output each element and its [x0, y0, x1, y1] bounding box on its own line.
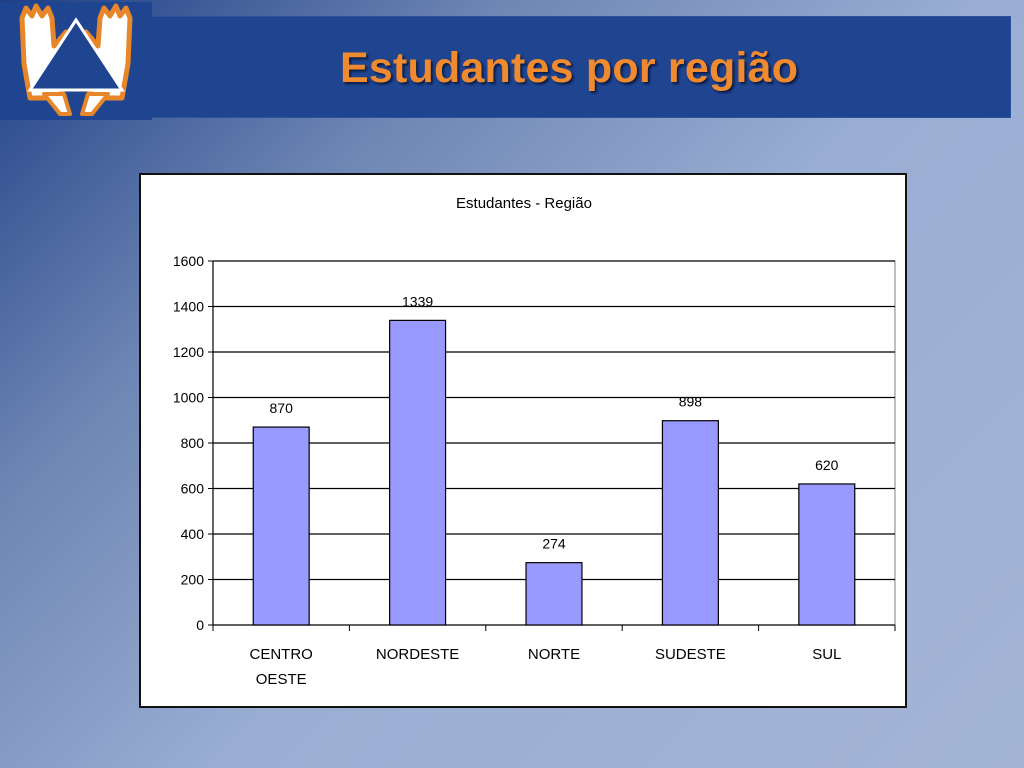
x-axis-labels: CENTRO OESTE NORDESTE NORTE SUDESTE SUL: [250, 646, 842, 688]
y-tick-label: 1000: [173, 390, 204, 406]
bar: [389, 319, 447, 626]
x-tick-label: SUDESTE: [655, 646, 726, 663]
data-label: 870: [270, 400, 294, 416]
x-tick-label: SUL: [812, 646, 841, 663]
y-tick-label: 800: [181, 435, 205, 451]
chart-container: Estudantes - Região 0 200 400 600 800 1000 120…: [139, 173, 907, 708]
chart-title: Estudantes - Região: [456, 195, 592, 212]
y-tick-label: 1400: [173, 299, 204, 315]
bar: [798, 483, 856, 626]
logo: [0, 2, 152, 120]
bars: [252, 319, 856, 626]
bar: [525, 562, 583, 626]
y-axis-ticks: 0 200 400 600 800 1000 1200 1400 1600: [173, 253, 213, 633]
data-label: 1339: [402, 293, 433, 309]
data-label: 620: [815, 457, 839, 473]
header-band: [8, 16, 1011, 118]
data-labels: 870 1339 274 898 620: [270, 293, 839, 551]
bar-chart: Estudantes - Região 0 200 400 600 800 1000 120…: [173, 195, 896, 688]
x-tick-label: OESTE: [256, 671, 307, 688]
y-tick-label: 1600: [173, 253, 204, 269]
y-tick-label: 400: [181, 526, 205, 542]
x-tick-label: NORDESTE: [376, 646, 459, 663]
data-label: 898: [679, 394, 703, 410]
bar: [661, 420, 719, 626]
x-tick-label: CENTRO: [250, 646, 313, 663]
page-title: Estudantes por região: [340, 44, 799, 92]
bar: [252, 426, 310, 626]
data-label: 274: [542, 536, 566, 552]
raised-hands-triangle-icon: [19, 3, 133, 116]
y-tick-label: 600: [181, 481, 205, 497]
x-tick-label: NORTE: [528, 646, 580, 663]
y-tick-label: 1200: [173, 344, 204, 360]
y-tick-label: 0: [196, 617, 204, 633]
y-tick-label: 200: [181, 572, 205, 588]
